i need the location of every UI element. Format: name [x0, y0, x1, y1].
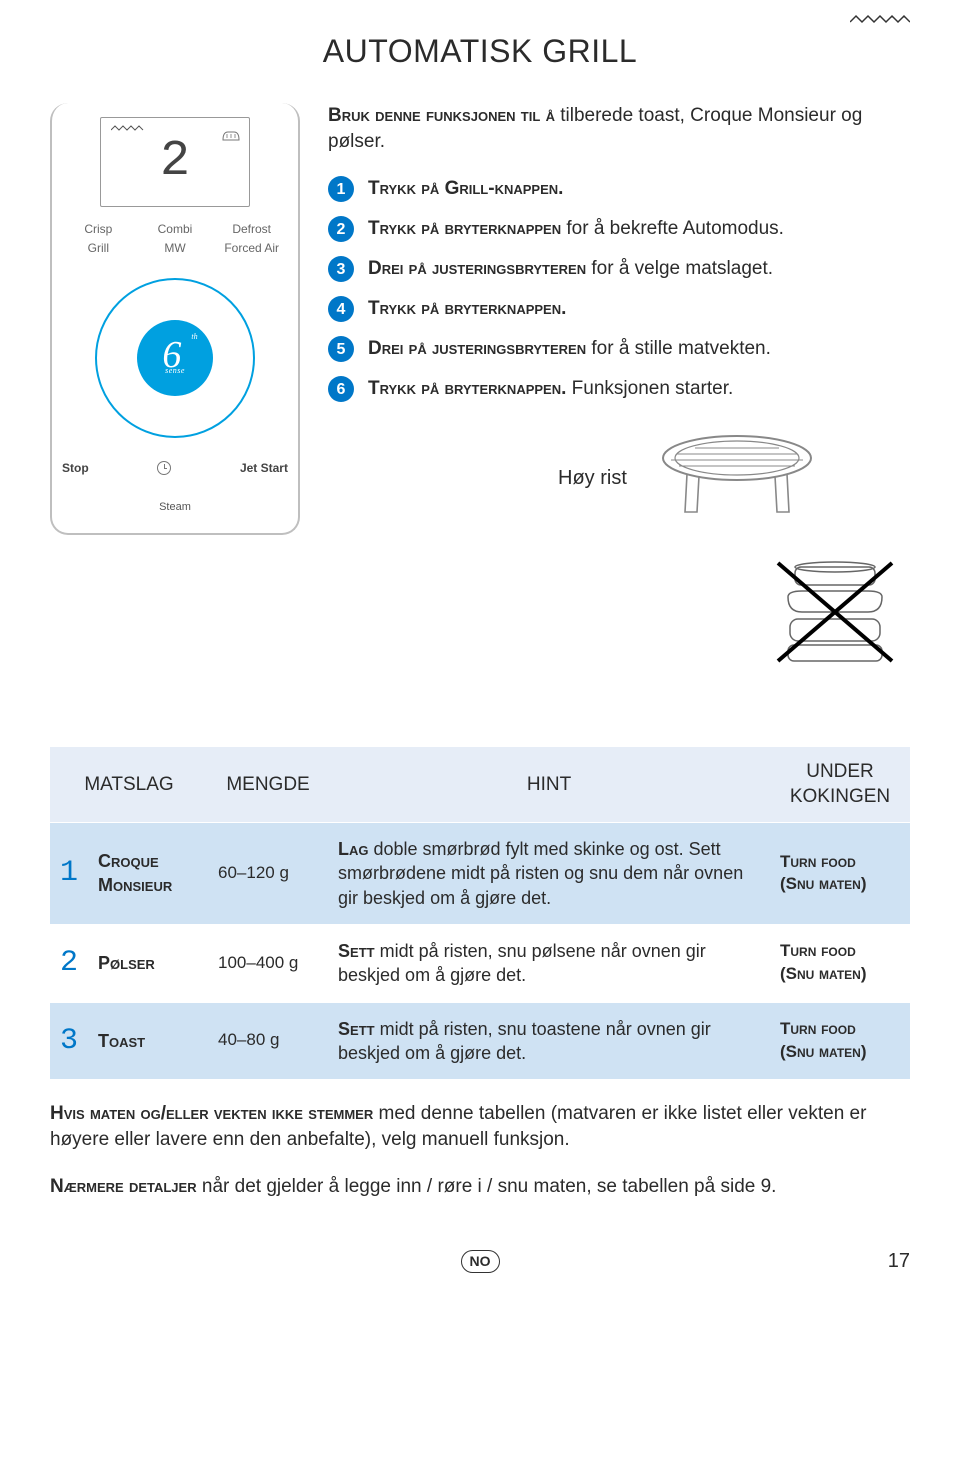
header-zigzag-icon: [850, 6, 910, 30]
grill-button[interactable]: Grill: [62, 242, 135, 255]
instructions-block: Bruk denne funksjonen til å tilberede to…: [328, 103, 910, 657]
steamer-not-allowed-icon: [770, 557, 890, 657]
row-number: 2: [50, 924, 88, 1002]
table-header-during: UNDER KOKINGEN: [770, 747, 910, 823]
clock-icon: [157, 461, 171, 475]
food-qty: 100–400 g: [208, 924, 328, 1002]
footnote-1: Hvis maten og/eller vekten ikke stemmer …: [50, 1101, 910, 1152]
step-6: 6 Trykk på bryterknappen. Funksjonen sta…: [328, 376, 910, 402]
food-qty: 40–80 g: [208, 1002, 328, 1079]
table-row: 3 Toast 40–80 g Sett midt på risten, snu…: [50, 1002, 910, 1079]
stop-button[interactable]: Stop: [62, 460, 89, 476]
mode-button-grid: Crisp Combi Defrost Grill MW Forced Air: [62, 223, 288, 255]
table-header-qty: MENGDE: [208, 747, 328, 823]
steam-button[interactable]: Steam: [159, 500, 191, 515]
rotary-dial[interactable]: 6 th sense: [95, 278, 255, 438]
food-hint: Sett midt på risten, snu toastene når ov…: [328, 1002, 770, 1079]
food-name: Toast: [88, 1002, 208, 1079]
table-header-hint: HINT: [328, 747, 770, 823]
defrost-button[interactable]: Defrost: [215, 223, 288, 236]
page-title: AUTOMATISK GRILL: [50, 30, 910, 73]
high-rack-icon: [657, 430, 817, 526]
food-table: MATSLAG MENGDE HINT UNDER KOKINGEN 1 Cro…: [50, 747, 910, 1079]
food-during: Turn food(Snu maten): [770, 823, 910, 925]
table-row: 2 Pølser 100–400 g Sett midt på risten, …: [50, 924, 910, 1002]
step-3: 3 Drei på justeringsbryteren for å velge…: [328, 256, 910, 282]
food-qty: 60–120 g: [208, 823, 328, 925]
row-number: 3: [50, 1002, 88, 1079]
footnote-2: Nærmere detaljer når det gjelder å legge…: [50, 1174, 910, 1200]
lcd-digit: 2: [160, 128, 190, 196]
jet-start-button[interactable]: Jet Start: [240, 460, 288, 476]
step-5: 5 Drei på justeringsbryteren for å still…: [328, 336, 910, 362]
clock-button[interactable]: [157, 461, 171, 475]
step-number: 1: [328, 176, 354, 202]
grill-heat-icon: [111, 124, 147, 132]
language-badge: NO: [461, 1250, 500, 1273]
food-name: Croque Monsieur: [88, 823, 208, 925]
forced-air-button[interactable]: Forced Air: [215, 242, 288, 255]
food-during: Turn food(Snu maten): [770, 924, 910, 1002]
page-number: 17: [888, 1248, 910, 1275]
table-header-food: MATSLAG: [50, 747, 208, 823]
high-rack-label: Høy rist: [558, 465, 627, 492]
auto-icon: [221, 124, 241, 140]
table-row: 1 Croque Monsieur 60–120 g Lag doble smø…: [50, 823, 910, 925]
step-number: 3: [328, 256, 354, 282]
intro-text: Bruk denne funksjonen til å tilberede to…: [328, 103, 910, 154]
food-hint: Lag doble smørbrød fylt med skinke og os…: [328, 823, 770, 925]
step-number: 2: [328, 216, 354, 242]
step-number: 5: [328, 336, 354, 362]
food-name: Pølser: [88, 924, 208, 1002]
food-during: Turn food(Snu maten): [770, 1002, 910, 1079]
step-4: 4 Trykk på bryterknappen.: [328, 296, 910, 322]
dial-th-label: th: [191, 332, 197, 343]
page-footer: NO 17: [50, 1250, 910, 1273]
combi-button[interactable]: Combi: [139, 223, 212, 236]
food-hint: Sett midt på risten, snu pølsene når ovn…: [328, 924, 770, 1002]
crisp-button[interactable]: Crisp: [62, 223, 135, 236]
step-2: 2 Trykk på bryterknappen for å bekrefte …: [328, 216, 910, 242]
mw-button[interactable]: MW: [139, 242, 212, 255]
lcd-screen: 2: [100, 117, 250, 207]
dial-sense-label: sense: [165, 366, 185, 377]
step-number: 6: [328, 376, 354, 402]
step-1: 1 Trykk på Grill-knappen.: [328, 176, 910, 202]
step-number: 4: [328, 296, 354, 322]
control-panel: 2 Crisp Combi Defrost Grill MW Forced Ai…: [50, 103, 300, 534]
row-number: 1: [50, 823, 88, 925]
